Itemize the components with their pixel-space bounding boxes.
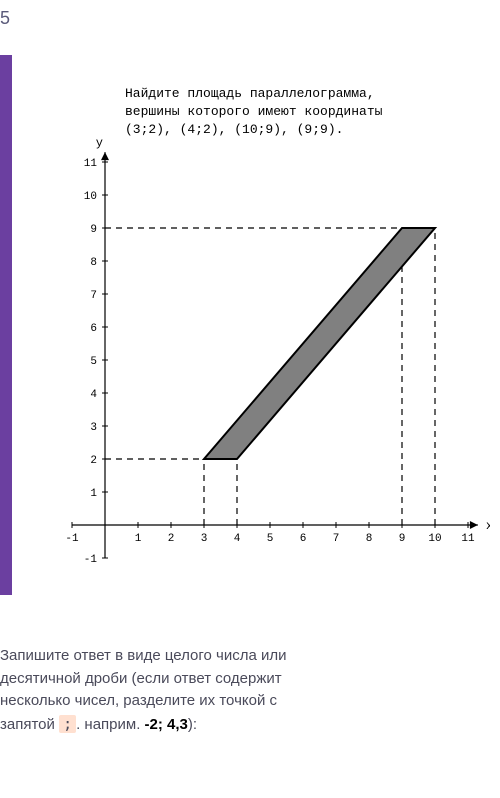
svg-text:2: 2 bbox=[90, 455, 97, 467]
sidebar-accent bbox=[0, 55, 12, 595]
chart-panel: Найдите площадь параллелограмма, вершины… bbox=[30, 55, 495, 595]
problem-line1: Найдите площадь параллелограмма, bbox=[125, 85, 382, 103]
semicolon-highlight: ; bbox=[59, 715, 76, 733]
coordinate-chart: -1 1 2 3 4 5 6 7 8 9 10 11 -1 1 2 3 4 5 6 7 8 9 10 11 x y bbox=[50, 130, 490, 580]
svg-text:-1: -1 bbox=[84, 554, 98, 566]
svg-text:5: 5 bbox=[90, 356, 97, 368]
svg-text:9: 9 bbox=[90, 224, 97, 236]
svg-text:11: 11 bbox=[84, 158, 98, 170]
svg-text:1: 1 bbox=[90, 488, 97, 500]
svg-text:10: 10 bbox=[428, 533, 441, 545]
svg-text:7: 7 bbox=[90, 290, 97, 302]
instructions-text3: ): bbox=[188, 716, 197, 733]
svg-text:7: 7 bbox=[333, 533, 340, 545]
svg-text:5: 5 bbox=[267, 533, 274, 545]
instructions-text2: . наприм. bbox=[76, 716, 144, 733]
svg-text:-1: -1 bbox=[65, 533, 79, 545]
svg-text:6: 6 bbox=[90, 323, 97, 335]
answer-instructions: Запишите ответ в виде целого числа или д… bbox=[0, 645, 300, 736]
svg-text:1: 1 bbox=[135, 533, 142, 545]
svg-text:8: 8 bbox=[90, 257, 97, 269]
problem-number: 5 bbox=[0, 8, 10, 29]
svg-text:4: 4 bbox=[90, 389, 97, 401]
instructions-example: -2; 4,3 bbox=[145, 716, 188, 733]
svg-text:6: 6 bbox=[300, 533, 307, 545]
svg-text:y: y bbox=[96, 136, 103, 150]
svg-text:11: 11 bbox=[461, 533, 475, 545]
svg-text:3: 3 bbox=[90, 422, 97, 434]
svg-text:10: 10 bbox=[84, 191, 97, 203]
svg-text:9: 9 bbox=[399, 533, 406, 545]
svg-text:3: 3 bbox=[201, 533, 208, 545]
svg-text:2: 2 bbox=[168, 533, 175, 545]
svg-text:x: x bbox=[486, 519, 490, 533]
svg-text:4: 4 bbox=[234, 533, 241, 545]
svg-text:8: 8 bbox=[366, 533, 373, 545]
problem-line2: вершины которого имеют координаты bbox=[125, 103, 382, 121]
